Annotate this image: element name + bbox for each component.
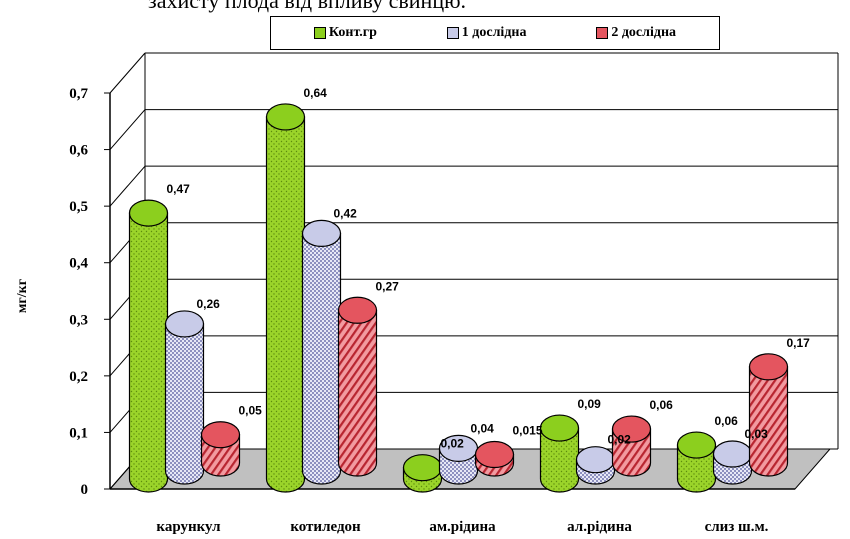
bar xyxy=(575,446,616,485)
legend-swatch-exp1 xyxy=(446,27,459,39)
data-label: 0,06 xyxy=(715,414,739,428)
bar-top xyxy=(337,296,378,324)
bar-body xyxy=(265,116,306,493)
y-tick-label: 0,7 xyxy=(69,86,88,102)
bar-body xyxy=(337,309,378,477)
legend-label-control: Конт.гр xyxy=(328,25,377,40)
gridline-depth xyxy=(109,165,146,207)
y-tick-label: 0,6 xyxy=(69,143,88,159)
bar-body xyxy=(128,212,169,493)
bar xyxy=(128,199,169,493)
legend-item-control: Конт.гр xyxy=(313,25,377,41)
bar-top xyxy=(265,103,306,131)
bar xyxy=(539,414,580,493)
bar-top xyxy=(128,199,169,227)
bar-top xyxy=(611,415,652,443)
bar-top xyxy=(301,219,342,247)
x-tick-label: карункул xyxy=(156,519,221,535)
y-tick-label: 0,2 xyxy=(69,369,88,385)
bar-body xyxy=(539,427,580,493)
bar-body xyxy=(748,366,789,477)
x-tick-label: ам.рідина xyxy=(429,519,496,535)
bar xyxy=(301,219,342,485)
gridline-depth xyxy=(109,109,146,150)
bar-top xyxy=(539,414,580,442)
x-tick-label: слиз ш.м. xyxy=(705,519,769,535)
bar-top xyxy=(712,440,753,468)
bar xyxy=(474,440,515,477)
data-label: 0,015 xyxy=(513,424,543,438)
bar-top xyxy=(164,310,205,338)
data-label: 0,47 xyxy=(167,182,191,196)
data-label: 0,03 xyxy=(745,427,769,441)
legend-label-exp2: 2 дослідна xyxy=(611,25,677,40)
bar xyxy=(265,103,306,493)
y-tick-label: 0,5 xyxy=(69,199,88,215)
bar-top xyxy=(575,446,616,474)
legend-item-exp1: 1 дослідна xyxy=(446,25,527,41)
y-tick-label: 0 xyxy=(81,482,89,498)
data-label: 0,04 xyxy=(471,421,495,435)
bar xyxy=(402,454,443,493)
data-label: 0,06 xyxy=(650,398,674,412)
y-tick-label: 0,1 xyxy=(69,425,88,441)
gridline-depth xyxy=(109,52,146,94)
legend-swatch-exp2 xyxy=(596,27,609,39)
legend-item-exp2: 2 дослідна xyxy=(596,25,676,41)
x-tick-label: ал.рідина xyxy=(567,519,632,535)
data-label: 0,02 xyxy=(608,433,632,447)
data-label: 0,42 xyxy=(334,206,358,220)
bar xyxy=(611,415,652,477)
bar-body xyxy=(301,232,342,485)
data-label: 0,09 xyxy=(578,397,602,411)
y-tick-label: 0,3 xyxy=(69,312,88,328)
data-label: 0,17 xyxy=(787,336,811,350)
bar xyxy=(676,431,717,493)
bar-top xyxy=(676,431,717,459)
y-tick-label: 0,4 xyxy=(69,256,88,272)
bar xyxy=(712,440,753,485)
header-text: захисту плода від впливу свинцю. xyxy=(148,0,467,13)
bar-top xyxy=(402,454,443,482)
bar xyxy=(748,353,789,477)
bar xyxy=(438,434,479,485)
x-tick-label: котиледон xyxy=(290,519,361,535)
legend-label-exp1: 1 дослідна xyxy=(461,25,527,40)
data-label: 0,02 xyxy=(441,437,465,451)
data-label: 0,27 xyxy=(376,279,400,293)
bar-top xyxy=(474,440,515,469)
data-label: 0,64 xyxy=(304,86,328,100)
bar xyxy=(164,310,205,485)
data-label: 0,05 xyxy=(239,404,263,418)
y-axis-label: мг/кг xyxy=(15,279,30,313)
bar-top xyxy=(200,421,241,449)
bar xyxy=(337,296,378,477)
legend-swatch-control xyxy=(313,27,326,39)
data-label: 0,26 xyxy=(197,297,221,311)
bar-body xyxy=(164,323,205,485)
bar-top xyxy=(748,353,789,381)
legend: Конт.гр 1 дослідна 2 дослідна xyxy=(270,16,720,50)
bar xyxy=(200,421,241,477)
